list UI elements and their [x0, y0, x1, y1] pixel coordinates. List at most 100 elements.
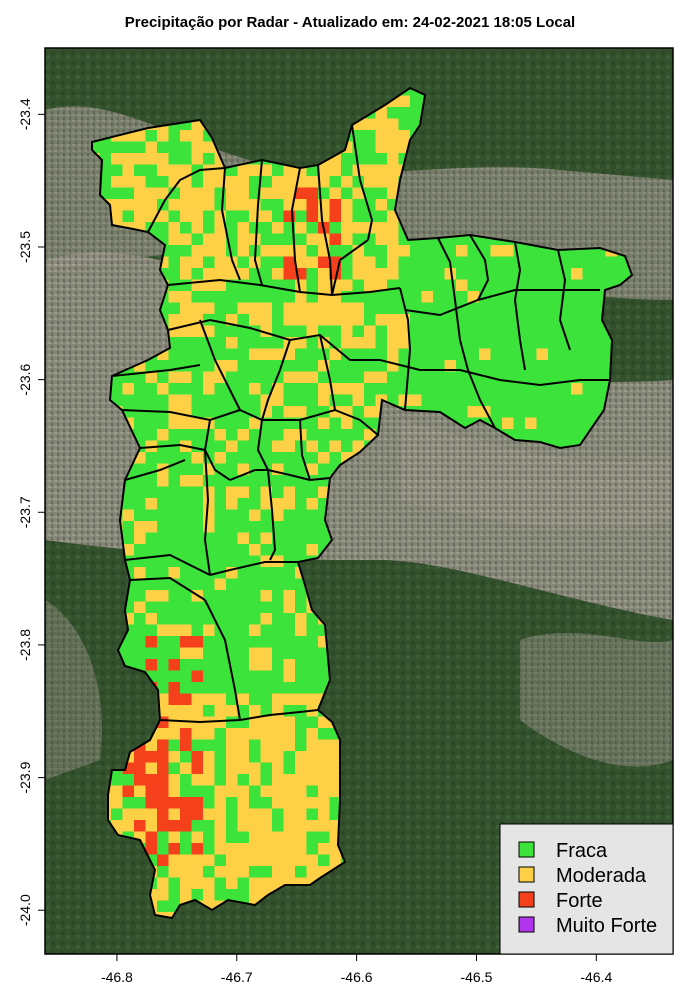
rain-cell [318, 394, 331, 407]
rain-cell [134, 199, 147, 212]
rain-cell [467, 245, 480, 258]
rain-cell [260, 739, 273, 752]
rain-cell [387, 256, 400, 269]
rain-cell [272, 337, 285, 350]
rain-cell [318, 774, 331, 787]
rain-cell [249, 647, 262, 660]
rain-cell [226, 463, 239, 476]
rain-cell [352, 233, 365, 246]
rain-cell [168, 693, 181, 706]
rain-cell [375, 383, 388, 396]
rain-cell [214, 245, 227, 258]
rain-cell [134, 647, 147, 660]
rain-cell [444, 406, 457, 419]
rain-cell [111, 797, 124, 810]
rain-cell [260, 613, 273, 626]
rain-cell [203, 636, 216, 649]
rain-cell [122, 774, 135, 787]
rain-cell [375, 245, 388, 258]
rain-cell [191, 659, 204, 672]
rain-cell [260, 199, 273, 212]
rain-cell [134, 624, 147, 637]
rain-cell [237, 567, 250, 580]
rain-cell [237, 222, 250, 235]
rain-cell [203, 302, 216, 315]
rain-cell [249, 843, 262, 856]
rain-cell [134, 498, 147, 511]
rain-cell [168, 383, 181, 396]
rain-cell [352, 325, 365, 338]
rain-cell [157, 613, 170, 626]
rain-cell [92, 141, 101, 154]
rain-cell [306, 820, 319, 833]
rain-cell [410, 314, 423, 327]
rain-cell [582, 371, 595, 384]
rain-cell [260, 751, 273, 764]
rain-cell [433, 314, 446, 327]
rain-cell [226, 348, 239, 361]
rain-cell [295, 279, 308, 292]
rain-cell [352, 210, 365, 223]
rain-cell [283, 670, 296, 683]
rain-cell [249, 210, 262, 223]
rain-cell [168, 647, 181, 660]
rain-cell [490, 245, 503, 258]
rain-cell [318, 210, 331, 223]
rain-cell [134, 141, 147, 154]
rain-cell [479, 360, 492, 373]
rain-cell [548, 371, 561, 384]
rain-cell [513, 429, 526, 442]
rain-cell [318, 843, 331, 856]
rain-cell [214, 509, 227, 522]
rain-cell [180, 728, 193, 741]
rain-cell [410, 337, 423, 350]
rain-cell [548, 268, 561, 281]
rain-cell [260, 693, 273, 706]
rain-cell [180, 544, 193, 557]
rain-cell [191, 601, 204, 614]
rain-cell [272, 210, 285, 223]
rain-cell [134, 762, 147, 775]
rain-cell [490, 279, 503, 292]
rain-cell [352, 371, 365, 384]
rain-cell [214, 383, 227, 396]
rain-cell [180, 854, 193, 867]
rain-cell [157, 555, 170, 568]
rain-cell [203, 544, 216, 557]
rain-cell [145, 141, 158, 154]
rain-cell [272, 866, 285, 879]
rain-cell [582, 337, 595, 350]
rain-cell [111, 141, 124, 154]
rain-cell [617, 268, 630, 281]
y-tick-label: -23.9 [17, 761, 33, 793]
rain-cell [525, 314, 538, 327]
rain-cell [122, 210, 135, 223]
rain-cell [122, 164, 135, 177]
rain-cell [145, 164, 158, 177]
rain-cell [444, 314, 457, 327]
rain-cell [375, 210, 388, 223]
rain-cell [134, 429, 147, 442]
rain-cell [306, 302, 319, 315]
rain-cell [168, 601, 181, 614]
rain-cell [260, 682, 273, 695]
rain-cell [306, 360, 319, 373]
rain-cell [180, 739, 193, 752]
rain-cell [548, 394, 561, 407]
rain-cell [191, 199, 204, 212]
rain-cell [168, 222, 181, 235]
rain-cell [283, 578, 296, 591]
rain-cell [272, 728, 285, 741]
rain-cell [191, 268, 204, 281]
rain-cell [180, 245, 193, 258]
rain-cell [525, 245, 538, 258]
rain-cell [145, 187, 158, 200]
rain-cell [226, 636, 239, 649]
rain-cell [180, 429, 193, 442]
rain-cell [467, 406, 480, 419]
rain-cell [548, 383, 561, 396]
rain-cell [341, 256, 354, 269]
rain-cell [214, 371, 227, 384]
rain-cell [272, 187, 285, 200]
rain-cell [249, 877, 262, 890]
